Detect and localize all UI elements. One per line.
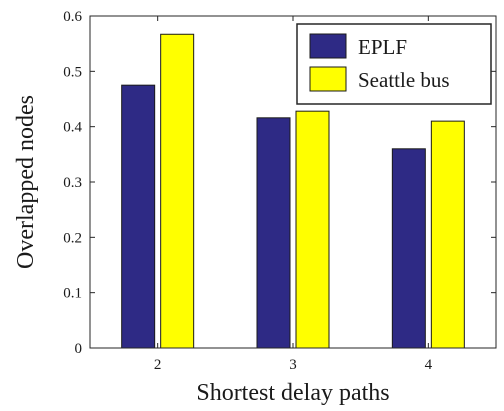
bar-seattle-bus-2	[160, 33, 195, 349]
y-tick-label: 0.6	[63, 9, 82, 25]
bar-seattle-bus-4	[430, 120, 465, 349]
bar-eplf-2	[121, 84, 156, 349]
y-tick-label: 0.2	[63, 230, 82, 246]
legend-swatch-eplf	[309, 33, 347, 59]
bar-eplf-3	[256, 117, 291, 349]
y-tick-label: 0	[75, 341, 83, 357]
bar-eplf-4	[391, 148, 426, 349]
x-axis-label: Shortest delay paths	[196, 380, 389, 406]
y-tick-label: 0.4	[63, 120, 82, 136]
legend-label: Seattle bus	[358, 68, 450, 92]
bars-layer	[121, 33, 465, 349]
legend-swatch-seattle-bus	[309, 66, 347, 92]
y-tick-label: 0.3	[63, 175, 82, 191]
legend: EPLF Seattle bus	[296, 23, 492, 105]
x-tick-label: 4	[425, 357, 433, 373]
x-tick-label: 2	[154, 357, 162, 373]
bar-seattle-bus-3	[295, 110, 330, 349]
y-tick-label: 0.5	[63, 64, 82, 80]
x-tick-label: 3	[289, 357, 297, 373]
y-tick-label: 0.1	[63, 286, 82, 302]
legend-label: EPLF	[358, 35, 407, 59]
y-axis-label: Overlapped nodes	[13, 95, 39, 269]
ticks-layer: 0 0.1 0.2 0.3 0.4 0.5 0.6 2 3 4	[63, 9, 496, 373]
